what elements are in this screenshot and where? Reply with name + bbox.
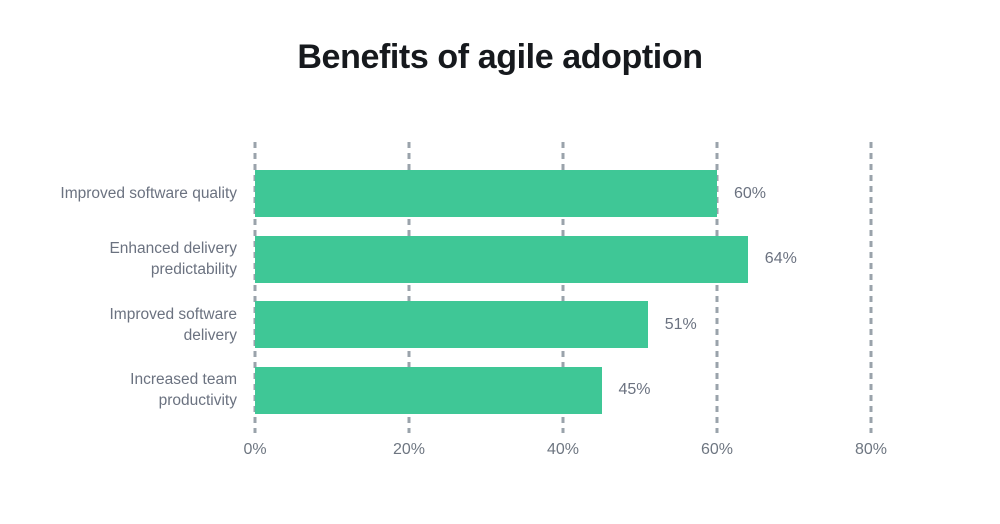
bar (255, 235, 748, 283)
gridline (869, 142, 873, 433)
value-label: 45% (618, 381, 651, 399)
x-tick-label: 40% (546, 441, 580, 458)
value-label: 60% (734, 184, 767, 202)
value-label: 64% (764, 250, 797, 268)
x-tick-label: 20% (392, 441, 426, 458)
x-tick-label: 80% (854, 441, 888, 458)
gridline (407, 142, 411, 433)
category-label: Improved software quality (60, 185, 237, 202)
bar (255, 170, 717, 217)
x-tick-label: 0% (243, 441, 267, 458)
gridline (253, 142, 257, 433)
x-tick-label: 60% (700, 441, 734, 458)
value-label: 51% (664, 315, 697, 333)
category-label: Enhanced delivery predictability (109, 240, 237, 279)
gridline (715, 142, 719, 433)
category-label: Improved software delivery (109, 305, 238, 344)
chart-title: Benefits of agile adoption (297, 38, 703, 76)
plot-area (253, 142, 873, 433)
bar (255, 301, 648, 349)
bar (255, 366, 602, 414)
category-label: Increased team productivity (130, 371, 237, 410)
gridline (561, 142, 565, 433)
